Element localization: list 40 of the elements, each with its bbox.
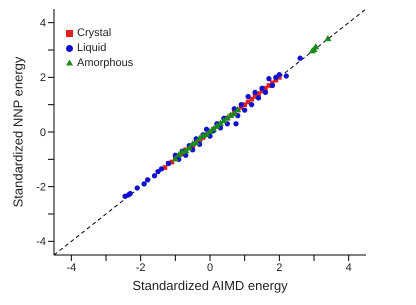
point	[297, 56, 303, 61]
point	[252, 90, 258, 96]
x-tick-label: -2	[136, 262, 146, 274]
point	[259, 86, 265, 91]
x-tick-label: 0	[206, 262, 214, 274]
y-tick-label: -2	[36, 182, 46, 194]
point	[152, 173, 158, 178]
point	[144, 177, 150, 182]
point	[134, 185, 140, 191]
point	[256, 95, 262, 100]
y-tick-label: 0	[40, 126, 46, 139]
legend-label: Crystal	[77, 27, 112, 39]
point	[276, 72, 282, 78]
point	[141, 181, 147, 187]
point	[266, 76, 272, 82]
point	[262, 90, 268, 96]
y-axis-title: Standardized NNP energy	[10, 56, 26, 208]
legend-label: Liquid	[77, 42, 106, 54]
x-tick-label: 2	[276, 262, 282, 274]
y-tick-label: 4	[40, 18, 46, 30]
y-tick-label: -4	[36, 236, 46, 248]
point	[324, 34, 332, 42]
point	[312, 43, 320, 50]
point	[273, 74, 279, 80]
point	[242, 107, 248, 113]
point	[204, 126, 210, 132]
x-tick-label: -4	[66, 262, 76, 274]
y-tick-label: 2	[40, 72, 46, 84]
point	[238, 102, 244, 108]
legend-label: Amorphous	[77, 57, 134, 69]
point	[245, 94, 251, 100]
point	[196, 134, 204, 141]
x-axis-title: Standardized AIMD energy	[132, 278, 288, 293]
point	[158, 166, 164, 172]
point	[175, 151, 182, 158]
point	[284, 73, 289, 79]
x-tick-label: 4	[346, 262, 352, 274]
point	[270, 82, 276, 88]
point	[248, 102, 254, 108]
point	[233, 121, 239, 126]
